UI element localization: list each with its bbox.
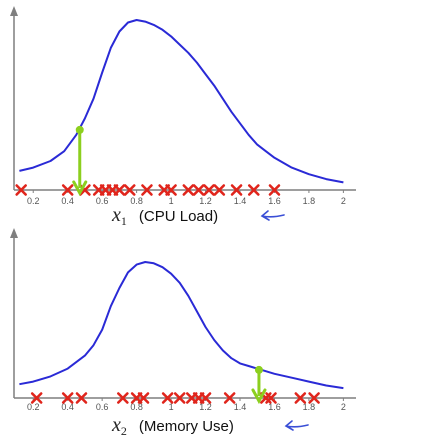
sample-marker	[173, 392, 186, 404]
memory-use-chart: 0.2 0.4 0.6 0.8 1 1.2 1.4 1.6 1.8 2x2 (Memory Use)	[10, 228, 356, 438]
x-axis-label: x1 (CPU Load)	[111, 204, 218, 228]
x-axis-label-var: x	[111, 204, 121, 226]
x-tick-label: 1	[169, 196, 174, 206]
highlight-arrowhead	[72, 180, 88, 197]
x-tick-label: 0.4	[61, 402, 74, 412]
sample-marker	[75, 392, 88, 404]
sample-marker	[15, 184, 27, 196]
sample-marker	[265, 392, 277, 404]
sample-marker	[213, 184, 226, 196]
x-tick-label: 1.2	[199, 196, 212, 206]
x-tick-label: 0.2	[27, 196, 40, 206]
x-axis-label: x2 (Memory Use)	[111, 414, 234, 438]
sample-marker	[30, 392, 43, 404]
sample-marker	[247, 184, 260, 196]
highlight-point	[75, 125, 84, 134]
x-tick-label: 0.6	[96, 196, 109, 206]
x-tick-label: 1.4	[234, 402, 247, 412]
sample-marker	[268, 184, 281, 196]
x-tick-label: 0.2	[27, 402, 40, 412]
sample-marker	[294, 392, 307, 404]
sample-marker	[182, 184, 195, 196]
sample-marker	[61, 184, 74, 196]
sample-marker	[223, 392, 236, 404]
highlight-point	[254, 365, 263, 374]
x-axis-label-var: x	[111, 414, 121, 436]
x-tick-label: 0.6	[96, 402, 109, 412]
x-tick-label: 0.8	[130, 196, 143, 206]
sample-marker	[165, 184, 177, 196]
x-tick-label: 2	[341, 402, 346, 412]
y-axis-arrowhead	[10, 228, 18, 238]
x-tick-label: 1.6	[268, 402, 281, 412]
y-axis-arrowhead	[10, 6, 18, 16]
sample-marker	[199, 392, 212, 404]
sample-marker	[123, 184, 136, 196]
highlight-arrowhead	[251, 388, 267, 405]
x-tick-label: 0.4	[61, 196, 74, 206]
x-axis-label-text: (CPU Load)	[139, 208, 218, 225]
x-tick-label: 1.8	[303, 402, 316, 412]
sample-marker	[61, 392, 74, 404]
sample-marker	[137, 392, 150, 404]
cpu-load-chart: 0.2 0.4 0.6 0.8 1 1.2 1.4 1.6 1.8 2x1 (CPU Load)	[10, 6, 356, 228]
x-tick-label: 1.4	[234, 196, 247, 206]
x-tick-label: 1	[169, 402, 174, 412]
x-tick-label: 1.2	[199, 402, 212, 412]
x-tick-label: 0.8	[130, 402, 143, 412]
sample-marker	[203, 184, 215, 196]
hand-arrow-icon	[284, 420, 309, 431]
x-tick-label: 1.6	[268, 196, 281, 206]
x-axis-label-subscript: 1	[121, 214, 127, 228]
x-axis-label-text: (Memory Use)	[139, 418, 234, 435]
sample-marker	[308, 392, 320, 404]
x-tick-label: 1.8	[303, 196, 316, 206]
sample-marker	[113, 184, 126, 196]
sample-marker	[117, 392, 129, 404]
sample-marker	[192, 184, 205, 196]
sample-marker	[161, 392, 174, 404]
density-curve	[19, 261, 344, 390]
x-tick-label: 2	[341, 196, 346, 206]
density-curve	[19, 19, 344, 184]
hand-arrow-icon	[260, 210, 285, 221]
sample-marker	[230, 184, 243, 196]
sample-marker	[141, 184, 153, 196]
x-axis-label-subscript: 2	[121, 424, 127, 438]
